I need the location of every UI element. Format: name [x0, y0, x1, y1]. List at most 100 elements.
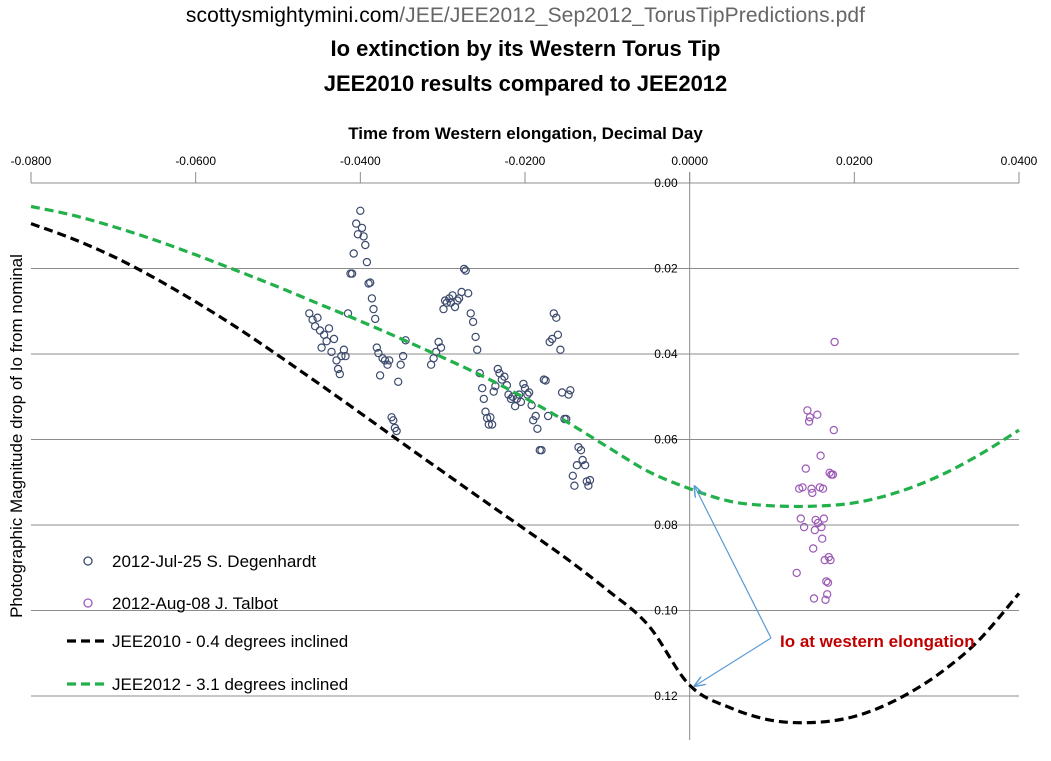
data-point — [305, 309, 314, 318]
data-point — [531, 411, 540, 421]
data-point — [798, 483, 807, 492]
url-path: /JEE/JEE2012_Sep2012_TorusTipPredictions… — [399, 4, 866, 27]
data-point — [394, 377, 403, 386]
y-tick-label: 0.10 — [654, 604, 678, 618]
data-point — [466, 309, 475, 318]
data-point — [576, 446, 586, 455]
chart-subtitle: JEE2010 results compared to JEE2012 — [323, 71, 728, 96]
data-point — [385, 356, 394, 365]
data-point — [556, 345, 565, 354]
data-point — [796, 514, 806, 523]
data-point — [349, 249, 358, 258]
y-tick-label: 0.08 — [654, 518, 678, 532]
y-tick-label: 0.00 — [654, 176, 678, 190]
data-point — [807, 484, 816, 493]
data-point — [533, 424, 542, 433]
data-point — [374, 348, 383, 358]
data-point — [398, 351, 408, 361]
data-point — [389, 416, 398, 425]
data-point — [366, 278, 375, 287]
data-point — [473, 345, 482, 354]
x-tick-label: 0.0200 — [836, 154, 873, 168]
data-point — [453, 296, 462, 305]
data-point — [818, 484, 828, 493]
data-point — [448, 291, 457, 300]
data-point — [359, 232, 368, 241]
data-point — [361, 240, 370, 250]
data-point — [823, 578, 833, 587]
data-point — [799, 522, 809, 532]
x-tick-label: -0.0400 — [340, 154, 381, 168]
x-tick-label: -0.0800 — [11, 154, 52, 168]
series-line-2 — [30, 222, 1021, 725]
data-point — [529, 416, 538, 425]
data-point — [801, 464, 811, 473]
data-point — [504, 390, 513, 399]
data-point — [808, 488, 817, 498]
data-point — [341, 351, 350, 361]
data-point — [478, 384, 487, 393]
data-point — [566, 386, 575, 395]
data-point — [823, 590, 832, 599]
legend-label: JEE2012 - 3.1 degrees inclined — [112, 675, 348, 694]
data-point — [440, 296, 450, 305]
data-point — [383, 360, 392, 369]
y-tick-label: 0.02 — [654, 262, 678, 276]
data-point — [335, 369, 344, 379]
annotation-text: Io at western elongation — [780, 632, 975, 651]
y-tick-label: 0.06 — [654, 433, 678, 447]
data-point — [817, 522, 826, 532]
legend-label: 2012-Aug-08 J. Talbot — [112, 594, 278, 613]
x-tick-label: -0.0600 — [175, 154, 216, 168]
source-url: scottysmightymini.com/JEE/JEE2012_Sep201… — [0, 4, 1051, 28]
data-point — [519, 379, 528, 389]
data-point — [489, 387, 498, 396]
data-point — [829, 425, 839, 435]
data-point — [471, 332, 480, 342]
data-point — [580, 461, 590, 470]
data-point — [493, 364, 502, 374]
data-point — [353, 230, 363, 239]
legend-label: 2012-Jul-25 S. Degenhardt — [112, 552, 316, 571]
x-axis-label: Time from Western elongation, Decimal Da… — [348, 124, 703, 143]
data-point — [461, 266, 470, 275]
data-point — [327, 347, 336, 357]
data-point — [524, 388, 534, 397]
data-point — [332, 356, 341, 365]
data-point — [434, 337, 443, 347]
data-point — [570, 481, 579, 490]
data-point — [322, 337, 331, 346]
data-point — [352, 219, 361, 228]
data-point — [822, 577, 831, 586]
data-point — [828, 470, 838, 479]
data-point — [347, 269, 357, 278]
data-point — [830, 337, 839, 347]
data-point — [585, 475, 595, 485]
data-point — [357, 223, 367, 233]
data-point — [375, 371, 385, 380]
chart-title: Io extinction by its Western Torus Tip — [330, 36, 721, 61]
data-point — [333, 364, 343, 374]
data-point — [372, 343, 381, 352]
data-point — [541, 376, 550, 385]
data-point — [572, 461, 582, 470]
data-point — [479, 394, 488, 404]
annotation-arrow — [695, 486, 772, 639]
data-point — [805, 413, 815, 422]
data-point — [584, 481, 593, 490]
data-point — [369, 304, 378, 314]
data-point — [317, 343, 326, 352]
data-point — [324, 324, 334, 333]
data-point — [487, 420, 497, 429]
data-point — [564, 390, 573, 399]
data-point — [549, 309, 559, 318]
data-point — [552, 313, 561, 322]
data-point — [826, 555, 835, 565]
data-point — [380, 356, 390, 365]
data-point — [818, 534, 827, 543]
data-point — [500, 372, 509, 381]
y-tick-label: 0.04 — [654, 347, 678, 361]
data-point — [506, 394, 516, 404]
legend-label: JEE2010 - 0.4 degrees inclined — [112, 632, 348, 651]
